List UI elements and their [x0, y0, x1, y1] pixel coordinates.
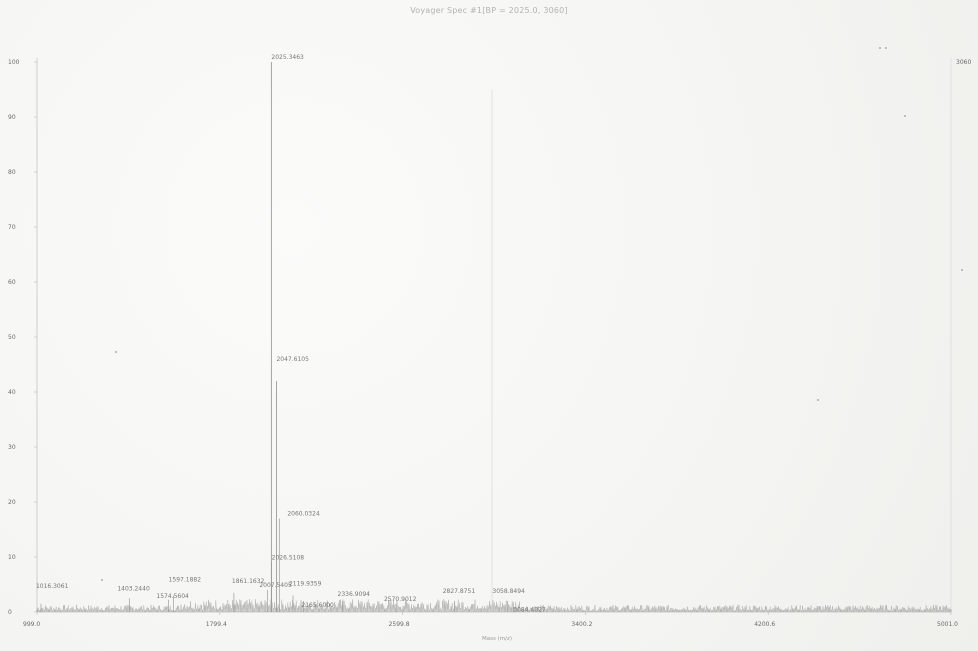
y-tick-label: 100	[8, 59, 20, 66]
baseline-noise	[36, 599, 952, 613]
peak-label: 2119.9359	[289, 581, 322, 588]
peak-label: 2336.9094	[338, 591, 371, 598]
y-tick-label: 10	[8, 554, 16, 561]
x-tick-label: 3400.2	[571, 621, 592, 628]
y-tick-label: 20	[8, 499, 16, 506]
peak-label: 1597.1882	[169, 577, 202, 584]
y-tick-label: 90	[8, 114, 16, 121]
scan-speck	[904, 115, 906, 117]
peak-label: 2025.3463	[271, 54, 304, 61]
scan-speck	[115, 351, 117, 353]
scan-speck	[885, 47, 887, 49]
peak-label: 2047.6105	[276, 356, 309, 363]
peak-label: 1403.2440	[117, 585, 150, 592]
peak-label: 2007.5405	[259, 582, 292, 589]
x-tick-label: 4200.6	[754, 621, 775, 628]
y-tick-label: 40	[8, 389, 16, 396]
scan-speck	[101, 579, 103, 581]
peak-label: 2060.0324	[287, 511, 320, 518]
y-tick-label: 60	[8, 279, 16, 286]
y-tick-label: 50	[8, 334, 16, 341]
peak-label: 1861.1632	[232, 578, 265, 585]
peak-label: 2165.6000	[301, 602, 334, 609]
peak-label: 3084.4027	[513, 607, 546, 614]
peak-label: 3058.8494	[492, 588, 525, 595]
peak-label: 2570.9012	[384, 596, 417, 603]
x-tick-label: 999.0	[23, 621, 40, 628]
scan-speck	[879, 47, 881, 49]
peak-label: 2827.8751	[443, 588, 476, 595]
y-tick-label: 80	[8, 169, 16, 176]
y-tick-label: 30	[8, 444, 16, 451]
peak-label: 1016.3061	[36, 583, 69, 590]
x-axis-title: Mass (m/z)	[482, 636, 512, 642]
x-tick-label: 5001.0	[937, 621, 958, 628]
x-tick-label: 1799.4	[206, 621, 227, 628]
scan-speck	[961, 269, 963, 271]
max-intensity-label: 3060	[956, 59, 971, 66]
peak-label: 1574.5604	[156, 593, 189, 600]
chart-title: Voyager Spec #1[BP = 2025.0, 3060]	[410, 6, 568, 15]
x-tick-label: 2599.8	[389, 621, 410, 628]
y-tick-label: 0	[8, 609, 12, 616]
y-tick-label: 70	[8, 224, 16, 231]
peak-label: 2026.5108	[272, 555, 305, 562]
scan-speck	[817, 399, 819, 401]
